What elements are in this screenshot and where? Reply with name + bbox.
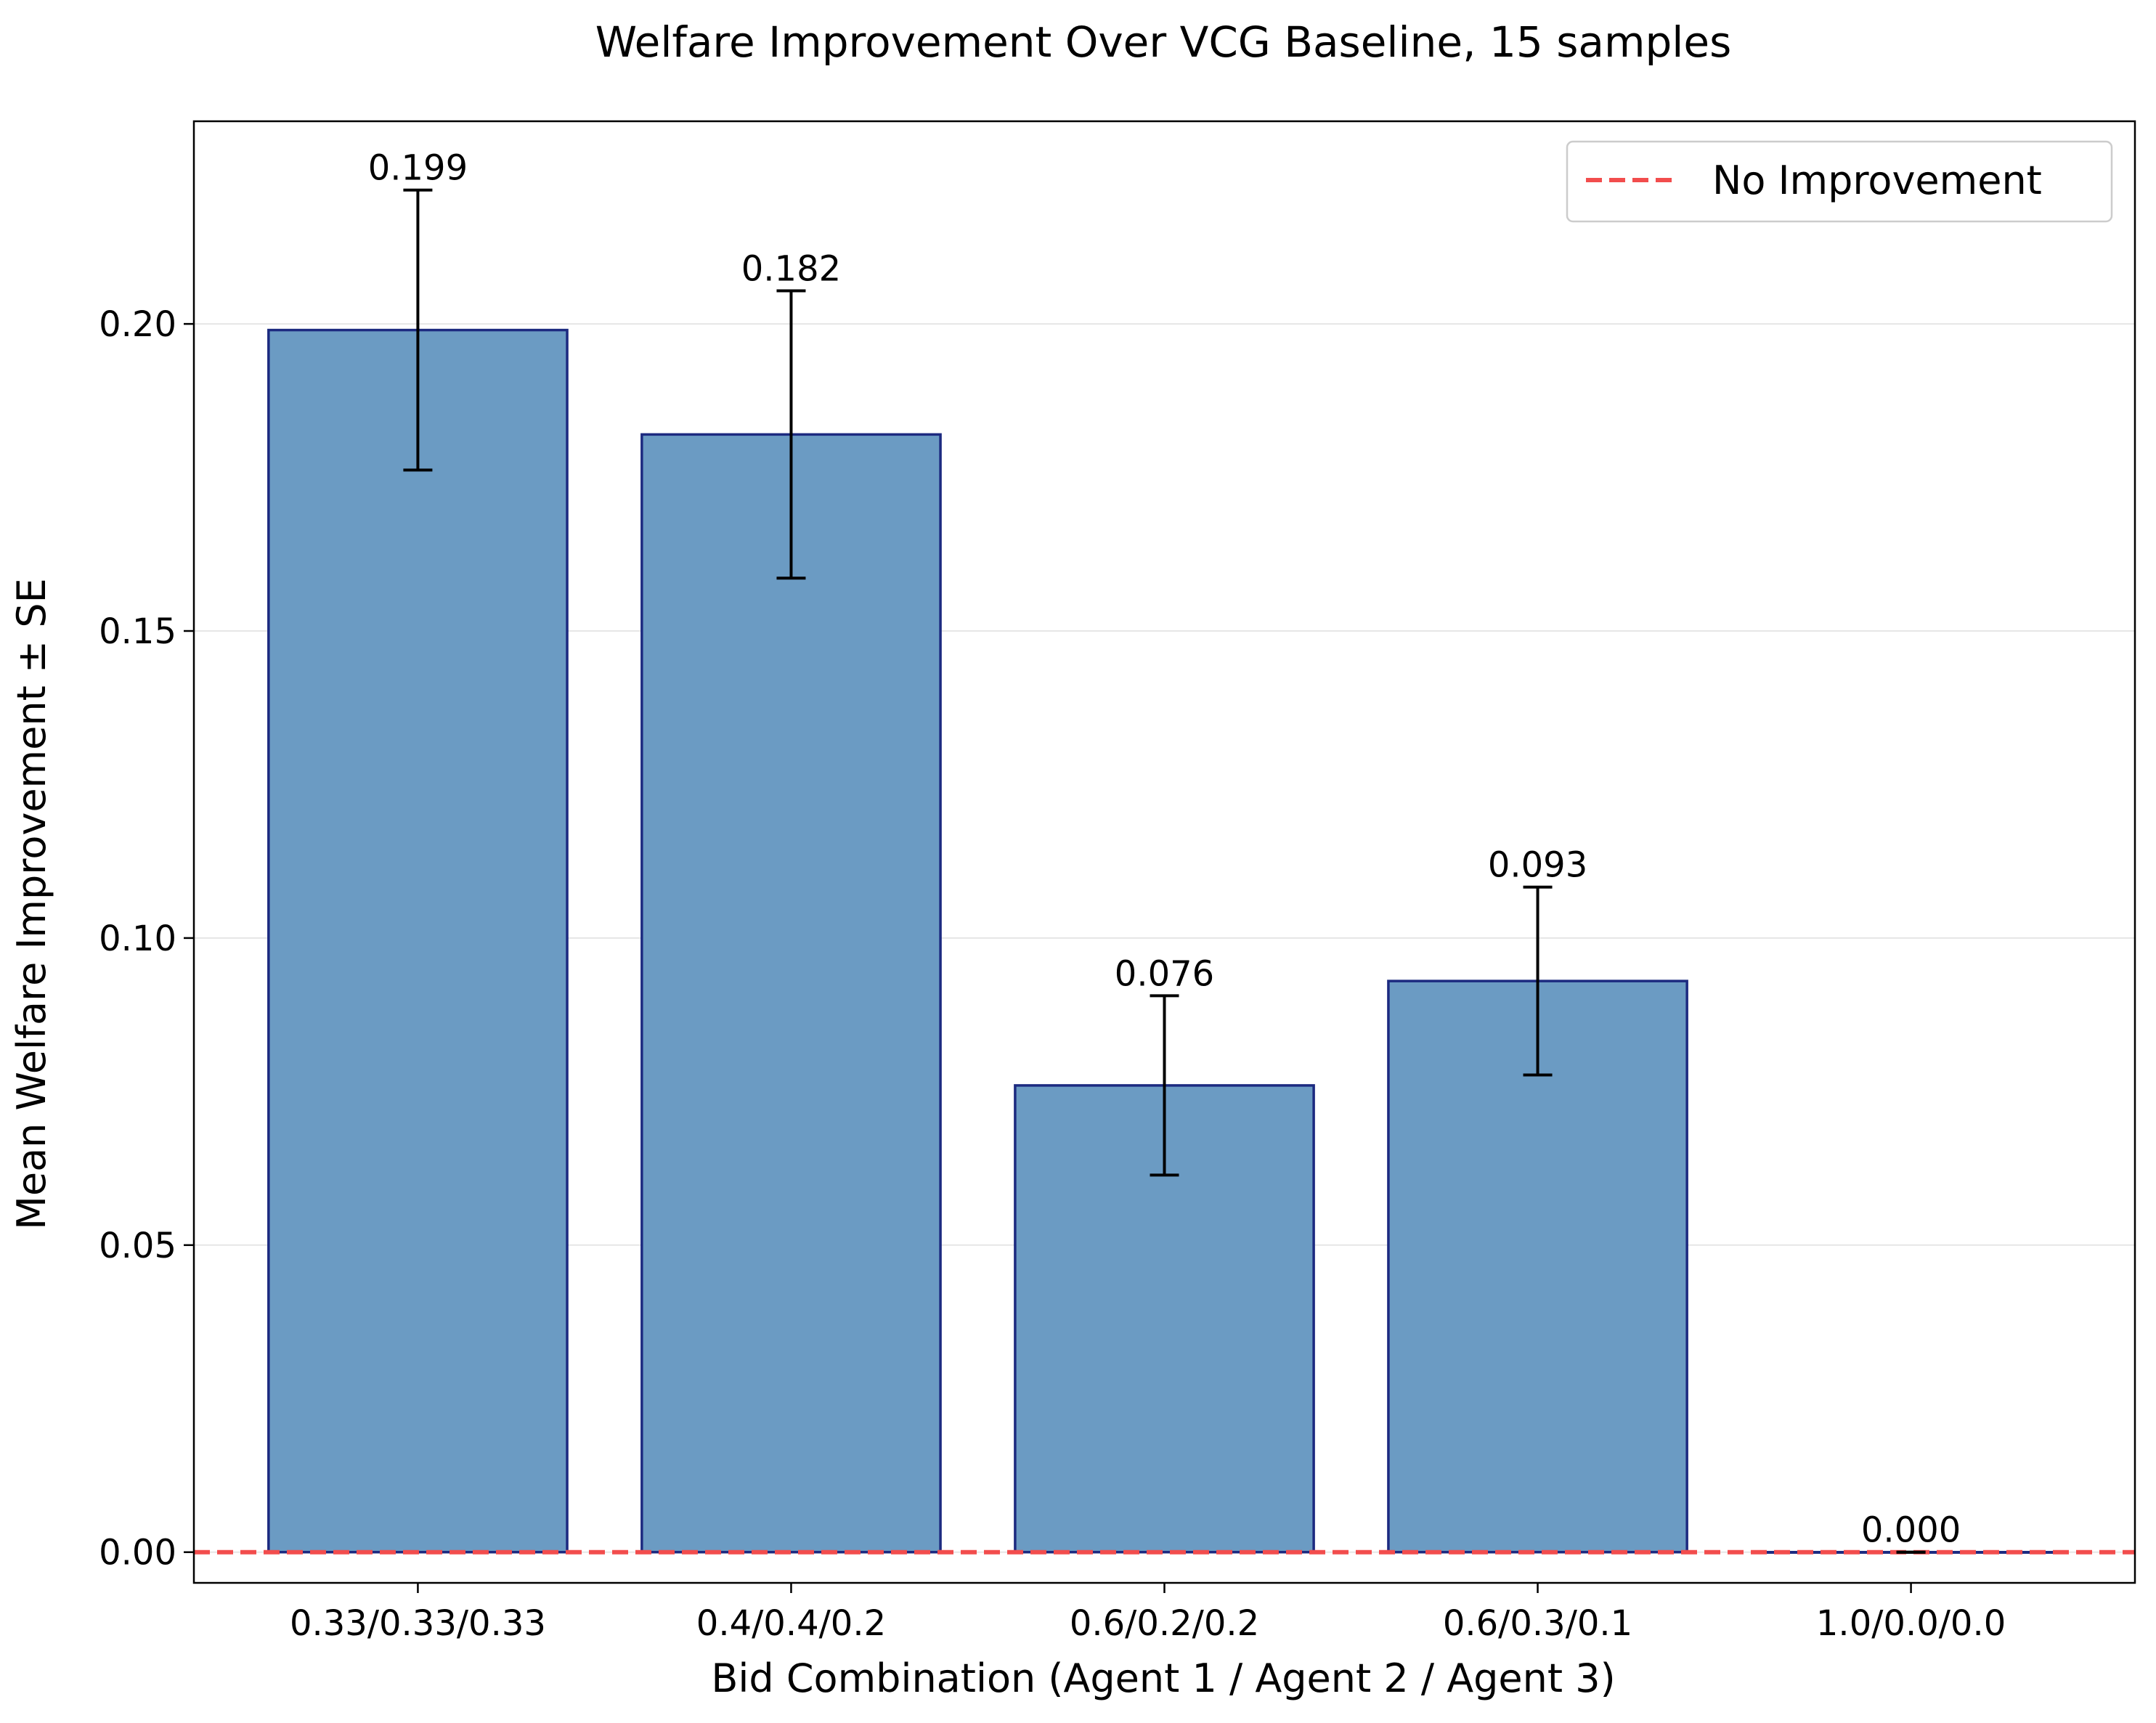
x-tick-label: 0.6/0.2/0.2 bbox=[1070, 1603, 1259, 1644]
data-label: 0.199 bbox=[368, 148, 468, 189]
legend-box bbox=[1566, 140, 2113, 223]
y-axis-ticks: 0.00 0.05 0.10 0.15 0.20 bbox=[99, 304, 194, 1573]
y-tick-label: 0.15 bbox=[99, 611, 176, 652]
x-tick-label: 0.33/0.33/0.33 bbox=[290, 1603, 546, 1644]
x-axis-label: Bid Combination (Agent 1 / Agent 2 / Age… bbox=[711, 1655, 1615, 1701]
x-tick-label: 0.6/0.3/0.1 bbox=[1443, 1603, 1632, 1644]
bars bbox=[267, 328, 2062, 1554]
data-label: 0.093 bbox=[1488, 845, 1587, 886]
bar bbox=[640, 433, 942, 1554]
legend: No Improvement bbox=[1566, 140, 2113, 223]
y-tick-label: 0.10 bbox=[99, 918, 176, 959]
x-tick-label: 0.4/0.4/0.2 bbox=[696, 1603, 886, 1644]
data-label: 0.076 bbox=[1115, 953, 1214, 994]
data-label: 0.000 bbox=[1861, 1510, 1961, 1551]
bar bbox=[267, 328, 569, 1554]
x-tick-label: 1.0/0.0/0.0 bbox=[1816, 1603, 2006, 1644]
y-tick-label: 0.00 bbox=[99, 1533, 176, 1573]
y-tick-label: 0.20 bbox=[99, 304, 176, 345]
error-bars bbox=[403, 188, 1926, 1554]
x-axis-ticks: 0.33/0.33/0.33 0.4/0.4/0.2 0.6/0.2/0.2 0.6/… bbox=[290, 1583, 2006, 1644]
y-tick-label: 0.05 bbox=[99, 1226, 176, 1266]
bar bbox=[1387, 979, 1688, 1554]
legend-label-no-improvement: No Improvement bbox=[1712, 158, 2042, 203]
y-axis-label: Mean Welfare Improvement ± SE bbox=[9, 578, 54, 1230]
chart-title: Welfare Improvement Over VCG Baseline, 1… bbox=[595, 17, 1732, 67]
data-label: 0.182 bbox=[741, 248, 841, 289]
data-labels: 0.199 0.182 0.076 0.093 0.000 bbox=[368, 148, 1961, 1551]
